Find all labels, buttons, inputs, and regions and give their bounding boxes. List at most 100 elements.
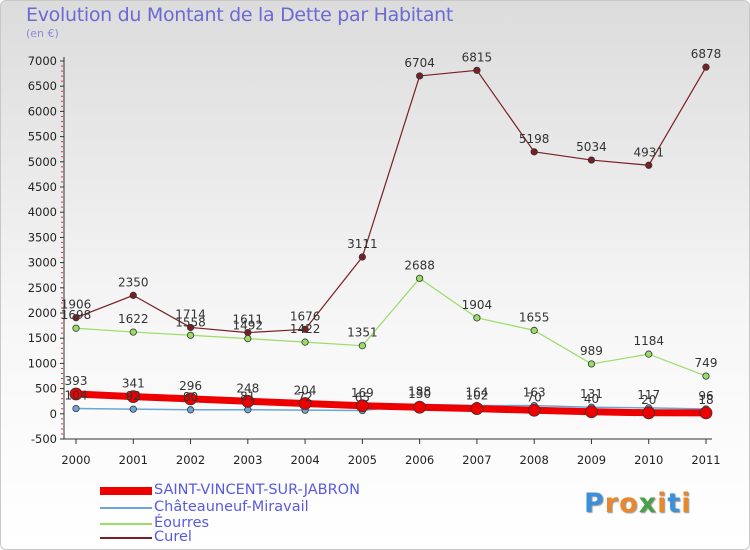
x-tick-label: 2005 (348, 453, 377, 467)
x-tick-label: 2009 (577, 453, 606, 467)
legend-item-eourres: Éourres (100, 515, 420, 531)
data-label-ch-teauneuf-miravail: 65 (355, 391, 370, 405)
y-tick-label: 4000 (28, 205, 57, 219)
data-label--ourres: 1622 (118, 312, 149, 326)
x-tick-label: 2006 (405, 453, 434, 467)
data-label-ch-teauneuf-miravail: 131 (580, 387, 603, 401)
data-label-curel: 6878 (691, 47, 722, 61)
data-point--ourres (301, 338, 309, 346)
y-tick-label: 5000 (28, 155, 57, 169)
y-tick-label: 4500 (28, 180, 57, 194)
data-label-curel: 3111 (347, 237, 378, 251)
legend-swatch-curel (100, 537, 152, 539)
data-point-saint-vincent-sur-jabron (699, 406, 713, 420)
x-tick-label: 2004 (290, 453, 319, 467)
data-point-saint-vincent-sur-jabron (298, 397, 312, 410)
data-label-saint-vincent-sur-jabron: 248 (236, 381, 259, 395)
y-tick-label: 5500 (28, 130, 57, 144)
logo-letter: i (681, 488, 692, 519)
data-label-curel: 2350 (118, 275, 149, 289)
data-label-curel: 5198 (519, 132, 550, 146)
data-point-saint-vincent-sur-jabron (585, 405, 598, 419)
data-point-saint-vincent-sur-jabron (527, 403, 541, 417)
data-label--ourres: 749 (695, 356, 718, 370)
data-label-curel: 1906 (61, 298, 92, 312)
data-label-curel: 4931 (633, 145, 664, 159)
logo-letter: t (667, 488, 682, 519)
y-tick-label: 7000 (28, 54, 57, 68)
y-tick-label: 3000 (28, 256, 57, 270)
data-point--ourres (530, 326, 538, 334)
x-tick-label: 2007 (462, 453, 491, 467)
data-label--ourres: 989 (580, 344, 603, 358)
data-point-saint-vincent-sur-jabron (126, 390, 140, 404)
legend-swatch-chateauneuf (100, 507, 152, 509)
chart-title: Evolution du Montant de la Dette par Hab… (26, 4, 454, 26)
data-label-ch-teauneuf-miravail: 96 (698, 389, 713, 403)
data-label-saint-vincent-sur-jabron: 341 (122, 377, 145, 391)
series-line-saint-vincent-sur-jabron (72, 390, 710, 417)
data-point--ourres (244, 335, 252, 343)
x-tick-label: 2011 (691, 453, 720, 467)
x-tick-label: 2002 (176, 453, 205, 467)
x-tick-label: 2001 (119, 453, 148, 467)
data-point--ourres (358, 342, 366, 350)
x-tick-label: 2010 (634, 453, 663, 467)
data-point-curel (530, 148, 538, 156)
data-label-curel: 1714 (175, 307, 206, 321)
data-point-curel (186, 323, 195, 332)
data-label--ourres: 1351 (347, 326, 378, 340)
data-label-curel: 6815 (462, 50, 493, 64)
x-tick-label: 2008 (520, 453, 549, 467)
data-label--ourres: 1422 (290, 322, 321, 336)
data-label--ourres: 2688 (404, 258, 435, 272)
data-label-ch-teauneuf-miravail: 117 (637, 388, 660, 402)
logo-letter: x (638, 488, 658, 519)
data-point-curel (129, 291, 137, 299)
data-label-curel: 1676 (290, 309, 321, 323)
y-tick-label: 6500 (28, 79, 57, 93)
y-tick-label: -500 (31, 432, 57, 446)
data-label-curel: 1611 (233, 313, 264, 327)
data-point-saint-vincent-sur-jabron (69, 387, 83, 401)
data-point--ourres (129, 328, 137, 336)
data-point--ourres (72, 324, 80, 332)
x-tick-label: 2003 (233, 453, 262, 467)
data-point-curel (358, 253, 366, 261)
y-tick-label: 500 (35, 382, 57, 396)
y-tick-label: 2500 (28, 281, 57, 295)
legend-label-curel: Curel (154, 529, 192, 545)
y-tick-label: 1500 (28, 331, 57, 345)
data-point-ch-teauneuf-miravail (72, 404, 80, 413)
legend-swatch-eourres (100, 523, 152, 525)
logo-letter: P (584, 488, 605, 519)
legend-item-curel: Curel (100, 529, 420, 545)
logo-letter: i (657, 488, 668, 519)
data-label-saint-vincent-sur-jabron: 18 (698, 393, 713, 407)
data-label-saint-vincent-sur-jabron: 130 (408, 387, 431, 401)
data-point--ourres (587, 360, 596, 368)
data-point-curel (587, 156, 596, 164)
data-point-saint-vincent-sur-jabron (241, 394, 255, 408)
data-point-saint-vincent-sur-jabron (184, 392, 197, 406)
legend-swatch-saint-vincent (100, 487, 152, 495)
data-point--ourres (702, 372, 710, 380)
y-tick-label: 0 (50, 407, 57, 421)
data-point-ch-teauneuf-miravail (186, 406, 195, 414)
data-point-curel (301, 325, 309, 333)
data-point-saint-vincent-sur-jabron (470, 402, 484, 416)
data-point--ourres (416, 274, 424, 282)
data-point-curel (702, 63, 710, 71)
x-tick-label: 2000 (61, 453, 90, 467)
data-label-saint-vincent-sur-jabron: 20 (641, 393, 656, 407)
data-label-saint-vincent-sur-jabron: 102 (465, 389, 488, 403)
legend-label-saint-vincent: SAINT-VINCENT-SUR-JABRON (154, 482, 360, 498)
data-label-ch-teauneuf-miravail: 72 (297, 390, 312, 404)
legend-label-chateauneuf: Châteauneuf-Miravail (154, 499, 309, 515)
data-point-curel (473, 66, 481, 74)
data-label--ourres: 1904 (462, 298, 493, 312)
data-label-ch-teauneuf-miravail: 188 (408, 384, 431, 398)
data-point-curel (72, 314, 80, 322)
data-point--ourres (186, 331, 195, 339)
